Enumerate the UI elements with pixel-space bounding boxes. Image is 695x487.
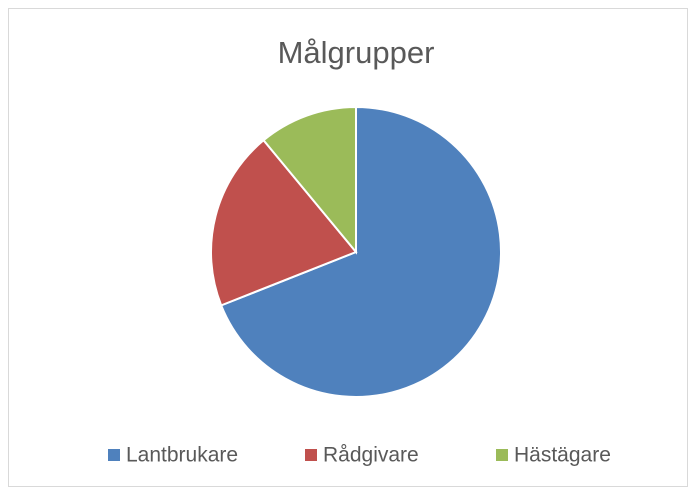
legend-label: Lantbrukare bbox=[126, 444, 238, 467]
pie-slice bbox=[262, 105, 357, 255]
chart-title: Målgrupper bbox=[278, 35, 435, 70]
legend-swatch bbox=[108, 449, 120, 461]
legend-swatch bbox=[496, 449, 508, 461]
legend-label: Hästägare bbox=[514, 444, 611, 467]
legend-swatch bbox=[305, 449, 317, 461]
pie-slice bbox=[210, 138, 358, 307]
legend-label: Rådgivare bbox=[323, 444, 419, 467]
pie-slice bbox=[219, 105, 502, 398]
